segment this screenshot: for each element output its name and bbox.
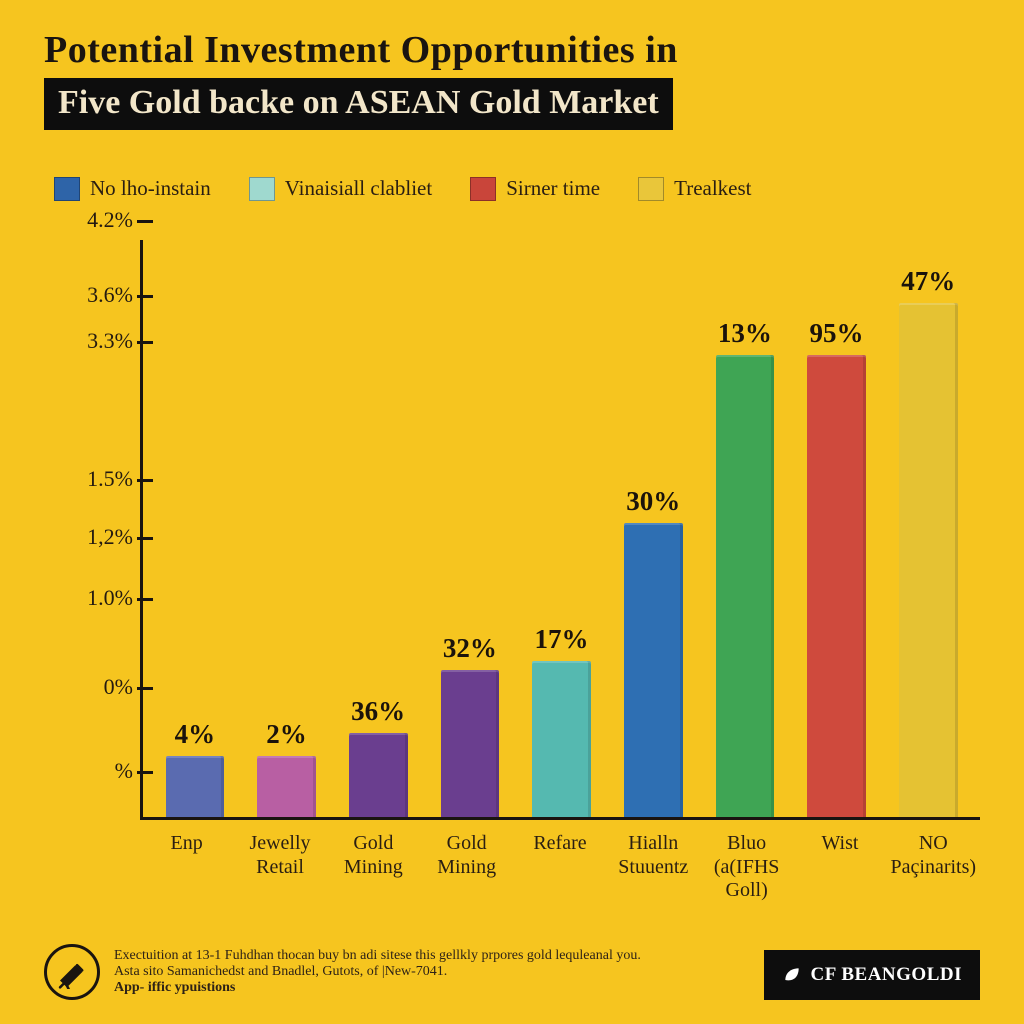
plot-area: 4.2%3.6%3.3%1.5%1,2%1.0%0%%4%2%36%32%17%… [140, 240, 980, 820]
bar [166, 756, 225, 817]
x-label: HiallnStuuentz [607, 826, 700, 890]
legend-item: No lho-instain [54, 176, 211, 201]
legend-swatch [470, 177, 496, 201]
y-tick: 1,2% [51, 524, 133, 550]
bar-slot: 95% [791, 240, 883, 817]
bar [807, 355, 866, 817]
bar-slot: 30% [607, 240, 699, 817]
bar [257, 756, 316, 817]
x-label: GoldMining [327, 826, 420, 890]
bar-slot: 47% [882, 240, 974, 817]
legend-label: Sirner time [506, 176, 600, 201]
y-tick: 1.5% [51, 466, 133, 492]
x-labels: EnpJewellyRetailGoldMiningGoldMiningRefa… [140, 826, 980, 890]
bar-slot: 36% [332, 240, 424, 817]
leaf-icon [782, 965, 802, 985]
bar-value-label: 30% [598, 486, 708, 517]
legend-item: Trealkest [638, 176, 751, 201]
legend-swatch [638, 177, 664, 201]
x-label: Refare [513, 826, 606, 890]
bar [349, 733, 408, 817]
bars-container: 4%2%36%32%17%30%13%95%47% [143, 240, 980, 817]
legend-swatch [54, 177, 80, 201]
x-label: Wist [793, 826, 886, 890]
bar-slot: 2% [241, 240, 333, 817]
legend-item: Sirner time [470, 176, 600, 201]
legend-label: No lho-instain [90, 176, 211, 201]
legend-swatch [249, 177, 275, 201]
y-tick: 3.3% [51, 328, 133, 354]
brand-badge: CF BEANGOLDI [764, 950, 980, 1000]
y-tick: 4.2% [51, 207, 133, 233]
bar-slot: 17% [516, 240, 608, 817]
y-tick: 3.6% [51, 282, 133, 308]
x-label: Bluo(a(IFHS Goll) [700, 826, 793, 890]
legend-item: Vinaisiall clabliet [249, 176, 432, 201]
bar [624, 523, 683, 817]
telescope-icon [44, 944, 100, 1000]
x-label: Enp [140, 826, 233, 890]
y-tick: 0% [51, 674, 133, 700]
bar [716, 355, 775, 817]
bar-slot: 13% [699, 240, 791, 817]
bar-value-label: 47% [873, 266, 983, 297]
bar-slot: 4% [149, 240, 241, 817]
bar-value-label: 95% [782, 318, 892, 349]
bar [899, 303, 958, 817]
bar [441, 670, 500, 817]
y-tick: % [51, 758, 133, 784]
title-line1: Potential Investment Opportunities in [44, 28, 964, 72]
brand-label: CF BEANGOLDI [810, 964, 962, 986]
title-line2: Five Gold backe on ASEAN Gold Market [58, 84, 659, 121]
bar-value-label: 36% [323, 696, 433, 727]
bar-value-label: 17% [507, 624, 617, 655]
x-label: GoldMining [420, 826, 513, 890]
bar-slot: 32% [424, 240, 516, 817]
footer-text: Exectuition at 13-1 Fuhdhan thocan buy b… [114, 948, 641, 996]
title-block: Potential Investment Opportunities in Fi… [44, 28, 964, 130]
x-label: JewellyRetail [233, 826, 326, 890]
legend-label: Trealkest [674, 176, 751, 201]
x-label: NOPaçinarits) [887, 826, 980, 890]
legend-label: Vinaisiall clabliet [285, 176, 432, 201]
y-tick: 1.0% [51, 585, 133, 611]
title-line2-bg: Five Gold backe on ASEAN Gold Market [44, 78, 673, 130]
footer-left: Exectuition at 13-1 Fuhdhan thocan buy b… [44, 944, 641, 1000]
footer: Exectuition at 13-1 Fuhdhan thocan buy b… [44, 944, 980, 1000]
bar-chart: 4.2%3.6%3.3%1.5%1,2%1.0%0%%4%2%36%32%17%… [48, 230, 988, 890]
legend: No lho-instain Vinaisiall clabliet Sirne… [54, 176, 752, 201]
bar [532, 661, 591, 817]
